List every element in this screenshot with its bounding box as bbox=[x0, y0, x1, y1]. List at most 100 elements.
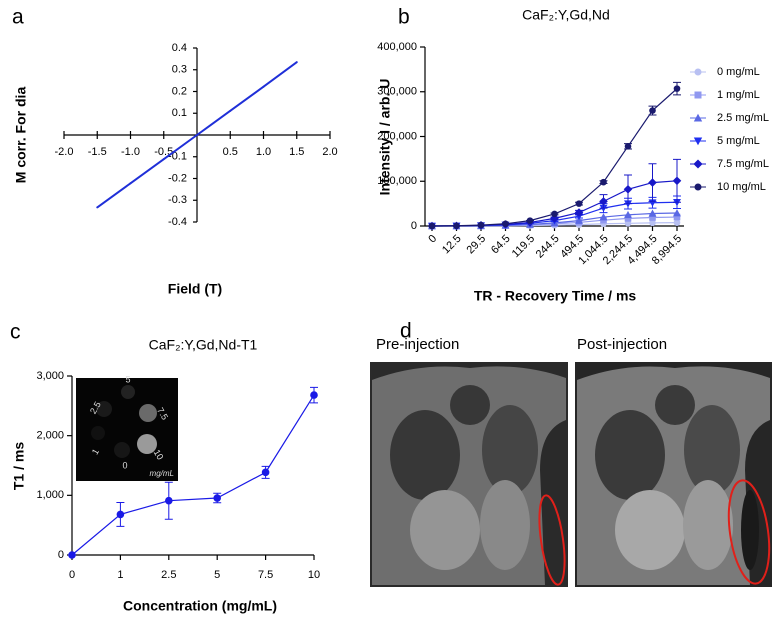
panel-label: d bbox=[400, 320, 412, 343]
post-anatomy bbox=[577, 366, 770, 585]
point bbox=[96, 206, 99, 209]
point bbox=[295, 61, 298, 64]
y-axis-label: Intensity I / arb. U bbox=[377, 79, 393, 196]
marker bbox=[693, 137, 703, 146]
marker bbox=[310, 391, 318, 399]
marker bbox=[648, 178, 657, 187]
y-tick-label: 0.4 bbox=[172, 42, 187, 54]
marker bbox=[649, 107, 656, 114]
marker bbox=[213, 494, 221, 502]
marker bbox=[673, 219, 681, 226]
x-tick-label: 12.5 bbox=[440, 233, 464, 257]
point bbox=[229, 109, 232, 112]
marker bbox=[116, 510, 125, 519]
highlight-ellipse bbox=[538, 494, 566, 586]
series-line bbox=[71, 394, 315, 556]
panel-label: c bbox=[10, 321, 21, 344]
marker bbox=[428, 222, 436, 230]
marker bbox=[453, 222, 460, 230]
inset-label: 0 bbox=[122, 460, 127, 470]
inset-sample bbox=[121, 385, 135, 399]
marker bbox=[672, 176, 682, 186]
inset-sample bbox=[139, 404, 157, 422]
inset-sample bbox=[137, 434, 157, 454]
panel-label: b bbox=[398, 6, 410, 29]
marker bbox=[648, 209, 657, 217]
marker bbox=[624, 143, 632, 150]
legend-label: 0 mg/mL bbox=[717, 66, 760, 78]
marker bbox=[649, 214, 656, 221]
inset-sample bbox=[114, 442, 130, 458]
point bbox=[129, 182, 132, 185]
marker bbox=[693, 113, 703, 122]
inset-label: 1 bbox=[90, 447, 101, 456]
point bbox=[162, 158, 165, 161]
y-axis-label: T1 / ms bbox=[11, 442, 27, 490]
marker bbox=[693, 159, 703, 169]
y-tick-label: -0.2 bbox=[168, 172, 187, 184]
x-tick-label: 2.5 bbox=[161, 569, 176, 581]
x-tick-label: 64.5 bbox=[489, 233, 513, 257]
inset-sample bbox=[91, 426, 105, 440]
x-tick-label: 0 bbox=[69, 569, 75, 581]
marker bbox=[623, 185, 633, 194]
y-tick-label: 2,000 bbox=[36, 430, 64, 442]
y-tick-label: 1,000 bbox=[36, 489, 64, 501]
legend-label: 10 mg/mL bbox=[717, 181, 766, 193]
image-caption: Pre-injection bbox=[376, 336, 459, 353]
marker bbox=[502, 220, 509, 228]
chart-title: CaF₂:Y,Gd,Nd bbox=[522, 7, 610, 23]
x-tick-label: 119.5 bbox=[510, 233, 537, 260]
marker bbox=[673, 213, 681, 221]
point bbox=[262, 85, 265, 88]
marker bbox=[550, 214, 559, 223]
legend-label: 7.5 mg/mL bbox=[717, 158, 769, 170]
x-tick-label: 1 bbox=[117, 569, 123, 581]
y-tick-label: -0.3 bbox=[168, 194, 187, 206]
marker bbox=[599, 197, 608, 206]
x-tick-label: 0.5 bbox=[223, 146, 238, 158]
inset-sample bbox=[96, 401, 112, 417]
y-tick-label: -0.4 bbox=[168, 216, 187, 228]
x-tick-label: -1.5 bbox=[88, 146, 107, 158]
inset-unit: mg/mL bbox=[150, 469, 174, 478]
marker bbox=[551, 210, 558, 218]
point bbox=[196, 134, 198, 136]
legend-label: 5 mg/mL bbox=[717, 135, 760, 147]
marker bbox=[624, 210, 632, 219]
y-axis-label: M corr. For dia bbox=[13, 87, 29, 184]
pre-anatomy bbox=[372, 366, 566, 585]
panel-label: a bbox=[12, 6, 24, 29]
y-tick-label: -0.1 bbox=[168, 151, 187, 163]
marker bbox=[261, 468, 270, 477]
x-tick-label: 1.0 bbox=[256, 146, 271, 158]
y-tick-label: 100,000 bbox=[377, 175, 417, 187]
y-tick-label: 3,000 bbox=[36, 370, 64, 382]
legend-label: 1 mg/mL bbox=[717, 89, 760, 101]
marker bbox=[599, 213, 608, 221]
x-tick-label: 0 bbox=[426, 233, 439, 246]
x-tick-label: 7.5 bbox=[258, 569, 273, 581]
x-tick-label: 1.5 bbox=[289, 146, 304, 158]
y-tick-label: 0 bbox=[411, 220, 417, 232]
marker bbox=[68, 551, 76, 559]
chart-title: CaF₂:Y,Gd,Nd-T1 bbox=[149, 337, 258, 353]
x-axis-label: TR - Recovery Time / ms bbox=[474, 288, 637, 304]
marker bbox=[694, 68, 702, 76]
inset-label: 5 bbox=[125, 374, 130, 384]
marker bbox=[649, 219, 656, 227]
x-tick-label: 2.0 bbox=[322, 146, 337, 158]
marker bbox=[575, 200, 583, 207]
marker bbox=[624, 215, 632, 222]
y-tick-label: 200,000 bbox=[377, 130, 417, 142]
x-tick-label: 10 bbox=[308, 569, 320, 581]
x-tick-label: -1.0 bbox=[121, 146, 140, 158]
marker bbox=[575, 216, 583, 224]
marker bbox=[673, 85, 681, 92]
y-tick-label: 300,000 bbox=[377, 86, 417, 98]
y-tick-label: 0.1 bbox=[172, 107, 187, 119]
x-tick-label: 5 bbox=[214, 569, 220, 581]
image-caption: Post-injection bbox=[577, 336, 667, 353]
